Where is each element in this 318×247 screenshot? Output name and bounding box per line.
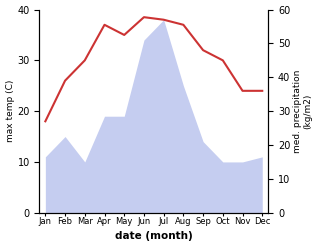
X-axis label: date (month): date (month) bbox=[115, 231, 193, 242]
Y-axis label: med. precipitation
(kg/m2): med. precipitation (kg/m2) bbox=[293, 69, 313, 153]
Y-axis label: max temp (C): max temp (C) bbox=[5, 80, 15, 142]
